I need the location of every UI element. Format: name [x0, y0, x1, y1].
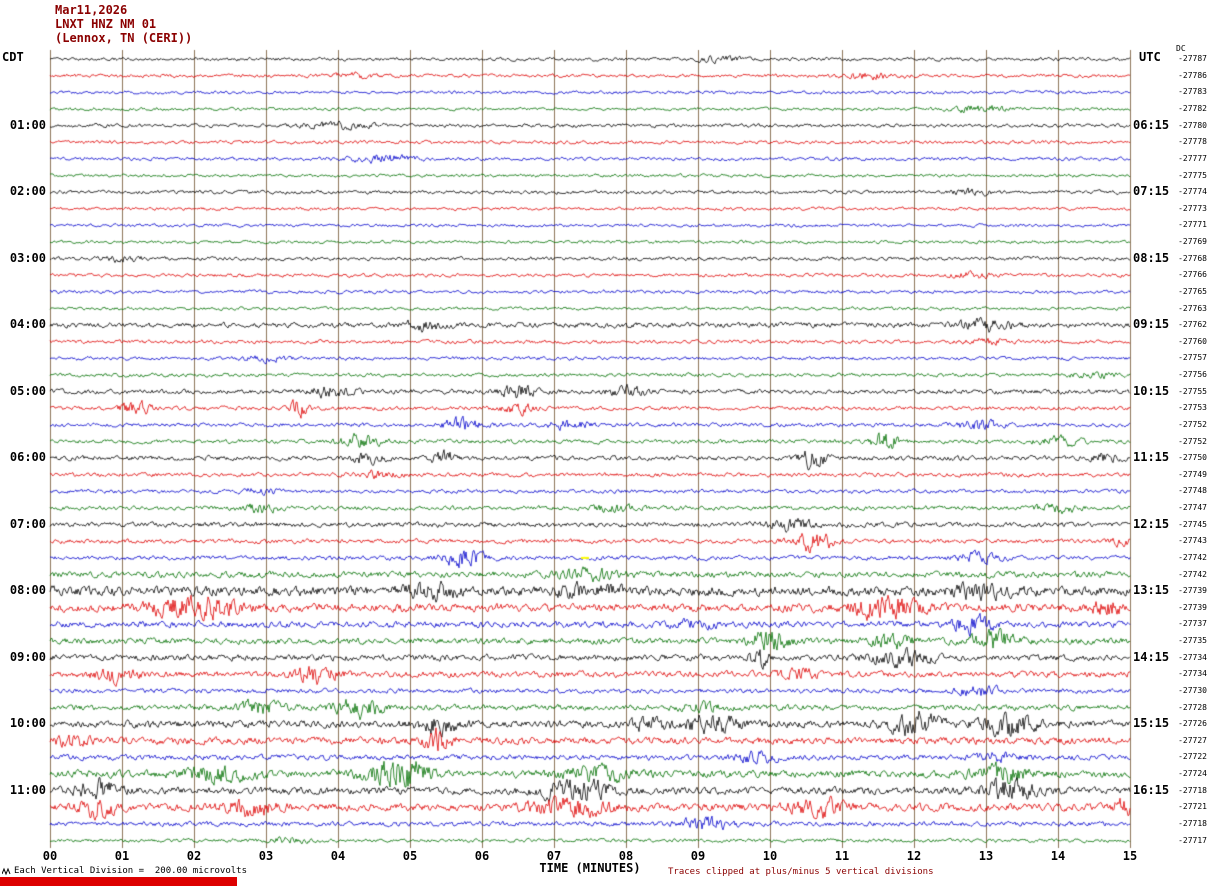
scale-note: Each Vertical Division = 200.00 microvol… [14, 866, 247, 876]
footer-red-bar [0, 877, 237, 886]
timezone-label-cdt: CDT [2, 50, 24, 64]
title-block: Mar11,2026 LNXT HNZ NM 01 (Lennox, TN (C… [55, 3, 192, 45]
x-axis-title: TIME (MINUTES) [539, 861, 641, 875]
date-title: Mar11,2026 [55, 3, 128, 17]
timezone-label-utc: UTC [1139, 50, 1161, 64]
station-title: LNXT HNZ NM 01 [55, 17, 157, 31]
dc-offset-column-header: DC [1176, 44, 1186, 53]
scale-marker-icon [2, 867, 11, 876]
clip-note: Traces clipped at plus/minus 5 vertical … [668, 867, 934, 877]
location-title: (Lennox, TN (CERI)) [55, 31, 193, 45]
